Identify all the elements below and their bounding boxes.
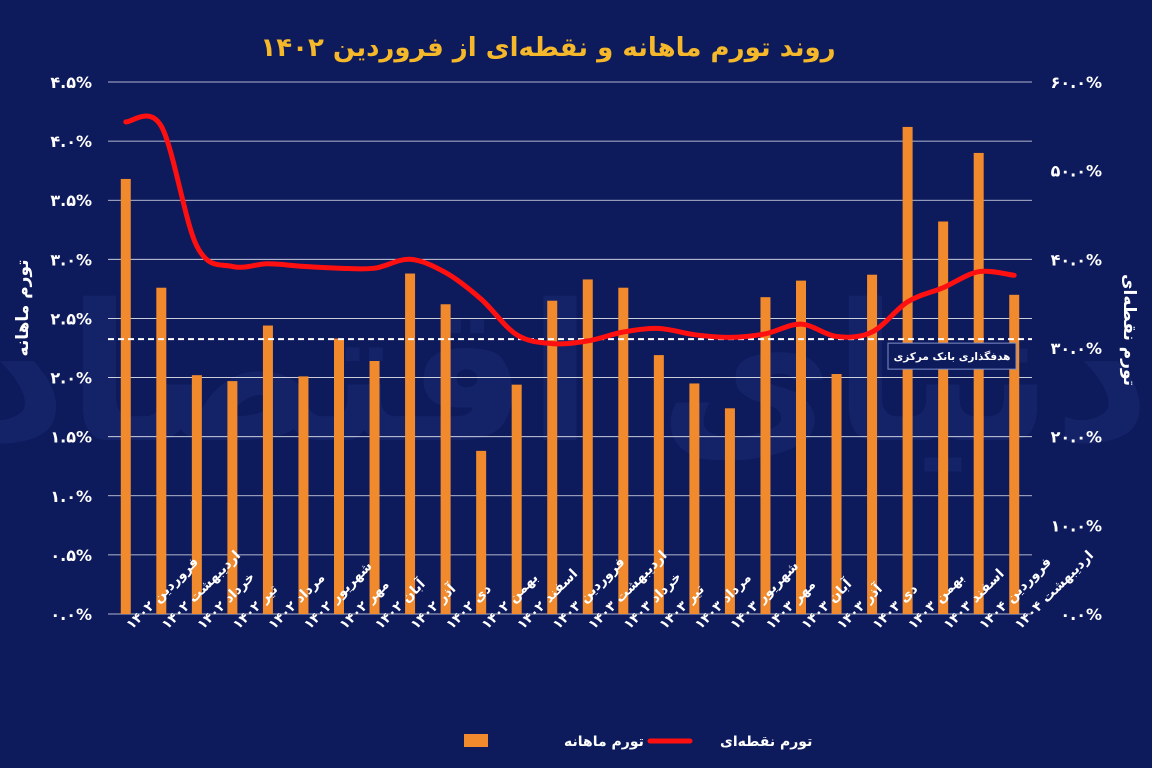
bar	[867, 274, 878, 614]
bar	[938, 221, 949, 614]
bar	[1009, 294, 1020, 614]
bar	[618, 287, 629, 614]
reference-label-box	[887, 342, 1017, 370]
left-axis: ۰.۰% ۰.۵% ۱.۰% ۱.۵% ۲.۰% ۲.۵% ۳.۰% ۳.۵% ۴.۰% ۴.۵%	[50, 73, 92, 624]
bar	[760, 297, 771, 614]
right-tick-label: ۴۰.۰%	[1051, 250, 1102, 269]
annotation-layer: هدفگذاری بانک مرکزی	[887, 342, 1017, 370]
right-tick-label: ۳۰.۰%	[1051, 339, 1102, 358]
left-tick-label: ۳.۵%	[50, 191, 92, 210]
right-axis: ۰.۰% ۱۰.۰% ۲۰.۰% ۳۰.۰% ۴۰.۰% ۵۰.۰% ۶۰.۰%	[1051, 73, 1102, 624]
bar	[227, 381, 238, 614]
bar	[369, 361, 380, 614]
left-tick-label: ۲.۰%	[50, 369, 92, 388]
left-tick-label: ۲.۵%	[50, 309, 92, 328]
bar	[298, 376, 309, 614]
left-tick-label: ۰.۵%	[50, 546, 92, 565]
bar	[440, 304, 451, 614]
left-axis-label: تورم ماهانه	[13, 260, 33, 357]
left-tick-label: ۱.۰%	[50, 487, 92, 506]
right-axis-label: تورم نقطه‌ای	[1119, 274, 1139, 386]
legend: تورم نقطه‌ای تورم ماهانه	[464, 734, 812, 750]
bar	[689, 383, 700, 614]
left-tick-label: ۴.۰%	[50, 132, 92, 151]
watermark: دنیای اقتصاد	[0, 264, 1151, 485]
right-tick-label: ۶۰.۰%	[1051, 73, 1102, 92]
bar	[724, 408, 735, 614]
bar	[156, 287, 167, 614]
grid-layer	[108, 81, 1032, 615]
bar	[582, 279, 593, 614]
left-tick-label: ۳.۰%	[50, 250, 92, 269]
bar	[973, 152, 984, 614]
bar	[262, 325, 273, 614]
right-tick-label: ۰.۰%	[1060, 605, 1102, 624]
right-tick-label: ۱۰.۰%	[1051, 516, 1102, 535]
chart-title: روند تورم ماهانه و نقطه‌ای از فروردین ۱۴…	[260, 33, 835, 63]
bar	[405, 273, 416, 614]
right-tick-label: ۵۰.۰%	[1051, 162, 1102, 181]
bar	[334, 338, 344, 614]
left-tick-label: ۱.۵%	[50, 428, 92, 447]
bar-layer	[120, 126, 1020, 615]
bar	[653, 355, 664, 614]
right-tick-label: ۲۰.۰%	[1051, 428, 1102, 447]
reference-label: هدفگذاری بانک مرکزی	[894, 350, 1011, 363]
bar	[831, 374, 842, 614]
bar	[902, 126, 913, 615]
bar	[476, 450, 487, 614]
line-layer	[123, 113, 1017, 347]
legend-bar-label: تورم ماهانه	[564, 734, 644, 750]
line-series-path	[123, 113, 1017, 347]
bar	[796, 280, 806, 614]
bar	[511, 384, 522, 614]
bar	[120, 178, 131, 615]
legend-line-label: تورم نقطه‌ای	[720, 734, 812, 750]
left-tick-label: ۰.۰%	[50, 605, 92, 624]
legend-bar-swatch	[464, 734, 488, 747]
bar	[191, 375, 202, 614]
bar	[547, 300, 558, 614]
left-tick-label: ۴.۵%	[50, 73, 92, 92]
